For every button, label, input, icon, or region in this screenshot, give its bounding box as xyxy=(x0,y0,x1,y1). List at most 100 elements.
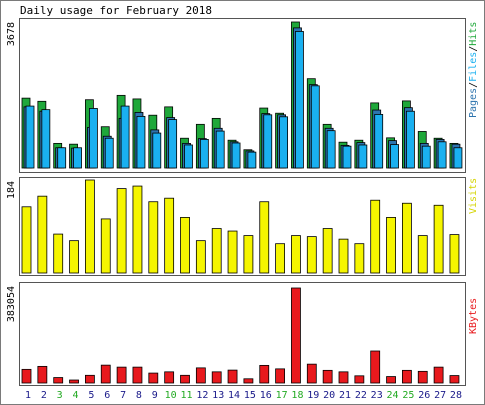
panel-visits-bars xyxy=(21,179,460,274)
day-label: 23 xyxy=(371,390,383,401)
visits-bar xyxy=(417,235,428,274)
files-bar xyxy=(25,105,35,169)
kbytes-bar xyxy=(322,369,333,384)
kbytes-bar xyxy=(291,287,301,384)
files-bar xyxy=(120,105,130,169)
files-bar xyxy=(263,114,273,169)
files-bar xyxy=(405,110,415,169)
legend-pages: Pages xyxy=(468,88,479,118)
kbytes-bar xyxy=(386,376,396,384)
kbytes-bar xyxy=(259,364,270,384)
visits-bar xyxy=(116,188,127,274)
kbytes-bar xyxy=(417,370,428,384)
kbytes-bar xyxy=(370,350,381,384)
panel-hits-bars xyxy=(21,21,463,169)
kbytes-bar xyxy=(21,368,32,384)
files-bar xyxy=(199,139,209,169)
kbytes-bar xyxy=(116,366,127,384)
visits-bar xyxy=(69,240,79,274)
files-bar xyxy=(437,141,447,169)
day-label: 16 xyxy=(260,390,272,401)
kbytes-bar xyxy=(401,369,412,384)
day-label: 3 xyxy=(57,390,63,401)
legend-hits: Hits xyxy=(468,22,479,46)
legend-kbytes: KBytes xyxy=(468,298,479,334)
files-bar xyxy=(453,147,463,169)
files-bar xyxy=(326,130,336,169)
visits-bar xyxy=(259,201,270,274)
day-label: 10 xyxy=(165,390,177,401)
visits-bar xyxy=(85,179,95,274)
panel-visits-frame xyxy=(19,177,466,276)
files-bar xyxy=(358,144,368,169)
visits-bar xyxy=(132,185,143,274)
day-label: 18 xyxy=(291,390,303,401)
visits-bar xyxy=(164,197,175,274)
day-label: 20 xyxy=(323,390,335,401)
day-label: 1 xyxy=(25,390,31,401)
day-label: 2 xyxy=(41,390,47,401)
kbytes-bar xyxy=(164,371,175,384)
kbytes-bar xyxy=(53,377,64,384)
panel-hits-max-label: 3678 xyxy=(6,22,17,46)
files-bar xyxy=(215,130,225,169)
day-label: 8 xyxy=(136,390,142,401)
kbytes-bar xyxy=(37,365,48,384)
day-label: 15 xyxy=(244,390,256,401)
legend-files: Files xyxy=(468,52,479,82)
day-label: 24 xyxy=(387,390,399,401)
day-label: 17 xyxy=(276,390,288,401)
day-label: 25 xyxy=(402,390,414,401)
day-label: 12 xyxy=(196,390,208,401)
visits-bar xyxy=(354,243,365,274)
visits-bar xyxy=(401,202,412,274)
files-bar xyxy=(421,145,431,169)
day-label: 5 xyxy=(88,390,94,401)
files-bar xyxy=(310,85,320,169)
panel-hits-frame xyxy=(19,18,466,173)
day-labels: 1 2 3 4 5 6 7 8 9 10 11 12 13 14 15 16 17 18 19 20 21 22 23 24 2… xyxy=(25,390,462,401)
kbytes-bar xyxy=(69,379,79,384)
visits-bar xyxy=(386,217,396,274)
kbytes-bar xyxy=(338,371,349,384)
files-bar xyxy=(374,114,384,169)
kbytes-bar xyxy=(306,363,317,384)
kbytes-bar xyxy=(227,369,238,384)
visits-bar xyxy=(306,236,317,274)
visits-bar xyxy=(211,228,222,274)
files-bar xyxy=(104,137,114,169)
visits-bar xyxy=(433,204,444,274)
kbytes-bar xyxy=(433,366,444,384)
day-label: 28 xyxy=(450,390,462,401)
visits-bar xyxy=(195,240,206,274)
visits-bar xyxy=(53,233,64,274)
day-label: 27 xyxy=(434,390,446,401)
visits-bar xyxy=(180,217,190,274)
visits-bar xyxy=(227,230,238,274)
visits-bar xyxy=(338,238,349,274)
kbytes-bar xyxy=(148,372,159,384)
files-bar xyxy=(247,151,257,169)
panel-kbytes-bars xyxy=(21,287,460,384)
files-bar xyxy=(295,31,304,169)
files-bar xyxy=(390,144,399,169)
visits-bar xyxy=(100,218,111,274)
visits-bar xyxy=(243,235,254,274)
day-label: 22 xyxy=(355,390,367,401)
kbytes-bar xyxy=(211,371,222,384)
files-bar xyxy=(168,119,178,169)
day-label: 21 xyxy=(339,390,351,401)
panel-kbytes-frame xyxy=(19,282,466,386)
visits-bar xyxy=(291,235,301,274)
files-bar xyxy=(89,108,98,169)
panel-hits-legend: Pages/Files/Hits xyxy=(468,22,479,118)
panel-kbytes-max-label: 383054 xyxy=(6,286,17,322)
kbytes-bar xyxy=(195,367,206,384)
kbytes-bar xyxy=(275,368,286,384)
files-bar xyxy=(231,142,241,169)
day-label: 11 xyxy=(180,390,192,401)
day-label: 9 xyxy=(152,390,158,401)
visits-bar xyxy=(275,243,286,274)
chart-title: Daily usage for February 2018 xyxy=(20,4,212,17)
